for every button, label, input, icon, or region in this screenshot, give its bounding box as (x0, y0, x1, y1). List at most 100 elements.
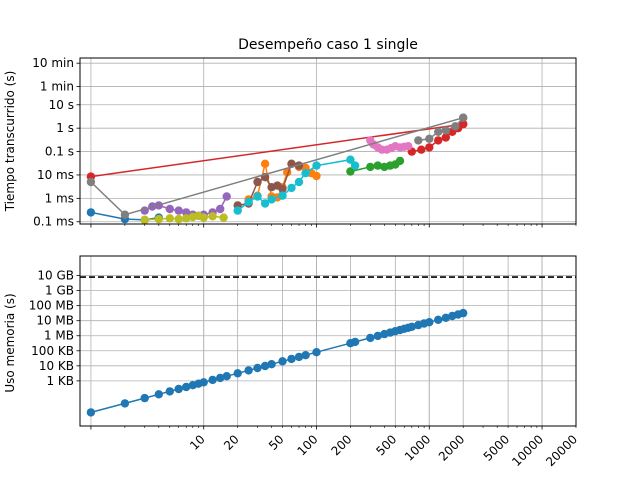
data-point (174, 384, 183, 394)
data-point (216, 204, 225, 214)
data-point (417, 145, 426, 154)
y-tick-label: 1 KB (46, 374, 74, 388)
y-tick-label: 10 GB (37, 269, 74, 283)
data-point (407, 322, 416, 331)
data-point (459, 113, 468, 122)
y-tick-label: 10 s (49, 98, 74, 112)
y-tick-label: 10 min (32, 56, 74, 70)
data-point (199, 378, 208, 387)
data-point (373, 161, 382, 170)
data-point (253, 177, 262, 187)
y-tick-label: 10 KB (39, 359, 74, 373)
data-point (294, 177, 304, 187)
data-point (219, 213, 228, 222)
data-point (441, 313, 450, 322)
time-chart-grid (80, 58, 576, 224)
data-point (459, 308, 468, 318)
data-point (253, 363, 262, 373)
y-tick-label: 10 ms (37, 168, 74, 182)
data-point (312, 171, 321, 181)
y-tick-label: 100 MB (29, 299, 74, 313)
chart-title: Desempeño caso 1 single (238, 37, 418, 53)
y-tick-label: 100 KB (31, 344, 74, 358)
data-point (312, 161, 321, 170)
data-point (174, 206, 183, 215)
data-point (208, 375, 217, 385)
data-point (208, 212, 217, 221)
data-point (346, 155, 355, 164)
data-point (182, 214, 191, 223)
data-point (404, 142, 413, 151)
data-point (414, 136, 423, 145)
data-point (182, 382, 191, 392)
data-point (233, 206, 242, 215)
series-line (90, 123, 464, 178)
data-point (140, 393, 149, 403)
data-point (86, 408, 96, 417)
data-point (301, 168, 310, 178)
data-point (350, 337, 360, 347)
data-point (244, 366, 253, 375)
data-point (260, 361, 270, 371)
data-point (174, 214, 183, 224)
data-point (165, 204, 174, 214)
data-point (244, 197, 253, 207)
data-point (366, 333, 375, 343)
memory-chart-series (86, 308, 468, 417)
time-chart-series (86, 113, 468, 225)
data-point (154, 390, 163, 399)
data-point (267, 195, 276, 204)
data-point (441, 126, 450, 135)
data-point (459, 119, 468, 129)
time-y-axis-label: Tiempo transcurrido (s) (3, 71, 17, 213)
data-point (395, 156, 405, 166)
data-point (278, 184, 287, 194)
time-chart-panel: 0.1 ms 1 ms 10 ms 0.1 s 1 s 10 s 1 min 10 min D… (3, 37, 577, 229)
data-point (216, 373, 225, 383)
memory-chart-frame (79, 255, 577, 427)
time-chart-x-ticks (90, 224, 577, 228)
data-point (301, 351, 310, 360)
data-point (451, 122, 460, 131)
y-tick-label: 1 GB (45, 284, 74, 298)
memory-y-axis-label: Uso memoria (s) (3, 293, 17, 392)
y-tick-label: 1 MB (44, 329, 74, 343)
data-point (287, 354, 296, 364)
data-point (346, 167, 355, 176)
y-tick-label: 0.1 ms (33, 215, 74, 229)
data-point (278, 191, 287, 200)
data-point (441, 133, 450, 142)
data-point (425, 143, 434, 152)
data-point (182, 208, 191, 217)
data-point (350, 161, 360, 170)
data-point (294, 352, 304, 362)
data-point (425, 318, 434, 327)
y-tick-label: 10 MB (36, 314, 74, 328)
data-point (425, 134, 434, 143)
time-chart-y-ticks: 0.1 ms 1 ms 10 ms 0.1 s 1 s 10 s 1 min 10 min (32, 56, 80, 229)
y-tick-label: 0.1 s (45, 145, 74, 159)
data-point (233, 369, 242, 378)
data-point (86, 177, 96, 187)
data-point (434, 127, 443, 136)
data-point (260, 159, 270, 168)
data-point (434, 315, 443, 324)
data-point (154, 214, 163, 224)
memory-chart-grid (80, 256, 577, 426)
data-point (267, 360, 276, 369)
data-point (86, 208, 96, 217)
data-point (253, 192, 262, 201)
data-point (165, 214, 174, 223)
data-point (140, 215, 149, 225)
data-point (199, 213, 208, 222)
data-point (366, 162, 375, 172)
y-tick-label: 1 ms (45, 191, 74, 205)
data-point (120, 210, 130, 219)
data-point (260, 199, 270, 208)
data-point (287, 183, 296, 193)
data-point (434, 136, 443, 145)
y-tick-label: 1 min (40, 80, 74, 94)
